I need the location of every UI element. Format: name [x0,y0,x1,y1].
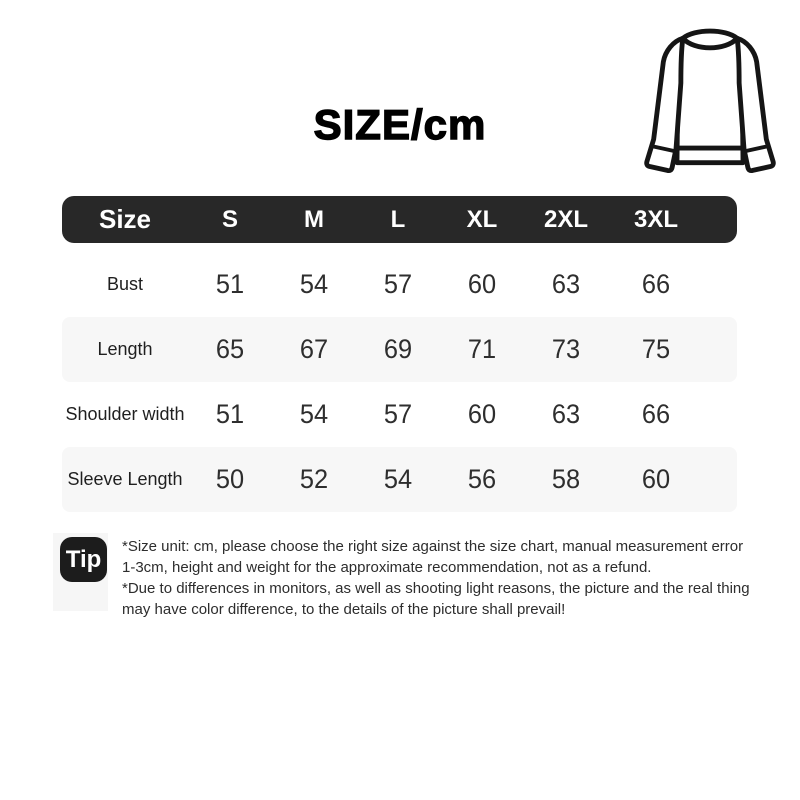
cell-value: 66 [641,399,671,429]
header-size-xl: XL [466,205,498,233]
size-chart-header-row: Size S M L XL 2XL 3XL [62,196,737,243]
header-size-s: S [221,205,238,233]
tip-note-size-unit: *Size unit: cm, please choose the right … [122,538,744,576]
cell-value: 67 [299,334,329,364]
cell-value: 54 [299,399,329,429]
header-size-label: Size [98,204,152,234]
cell-value: 73 [551,334,581,364]
cell-value: 57 [383,269,413,299]
cell-value: 60 [467,399,497,429]
cell-value: 58 [551,464,581,494]
cell-value: 60 [467,269,497,299]
table-row-bust: Bust 51 54 57 60 63 66 [62,252,737,317]
table-row-shoulder-width: Shoulder width 51 54 57 60 63 66 [62,382,737,447]
cell-value: 75 [641,334,671,364]
cell-value: 51 [215,269,245,299]
cell-value: 54 [299,269,329,299]
cell-value: 60 [641,464,671,494]
sweater-body [674,28,746,166]
tip-badge: Tip [60,537,107,582]
header-size-l: L [390,205,406,233]
size-chart-table: Size S M L XL 2XL 3XL Bust 51 54 57 60 6… [62,196,737,512]
cell-value: 63 [551,269,581,299]
cell-value: 50 [215,464,245,494]
header-size-2xl: 2XL [543,205,588,233]
cell-value: 65 [215,334,245,364]
cell-value: 63 [551,399,581,429]
sweater-left-sleeve [644,35,686,174]
cell-value: 51 [215,399,245,429]
row-label-sleeve-length: Sleeve Length [67,469,183,489]
cell-value: 71 [467,334,497,364]
sweater-collar [680,35,740,51]
row-label-bust: Bust [106,274,144,294]
row-label-length: Length [97,339,153,359]
cell-value: 54 [383,464,413,494]
sweater-right-sleeve [734,35,776,174]
cell-value: 52 [299,464,329,494]
row-label-shoulder-width: Shoulder width [65,404,185,424]
sweater-icon [644,28,776,174]
table-row-length: Length 65 67 69 71 73 75 [62,317,737,382]
sweater-right-cuff-line [744,144,771,153]
size-chart-body: Bust 51 54 57 60 63 66 Length 65 67 69 7… [62,243,737,512]
header-size-3xl: 3XL [633,205,678,233]
tip-note-color-difference: *Due to differences in monitors, as well… [122,580,750,618]
cell-value: 66 [641,269,671,299]
sweater-left-cuff-line [649,144,676,153]
cell-value: 56 [467,464,497,494]
cell-value: 69 [383,334,413,364]
cell-value: 57 [383,399,413,429]
table-row-sleeve-length: Sleeve Length 50 52 54 56 58 60 [62,447,737,512]
page-title: SIZE/cm [313,100,487,148]
tip-notes: *Size unit: cm, please choose the right … [122,536,752,620]
header-size-m: M [304,205,324,233]
